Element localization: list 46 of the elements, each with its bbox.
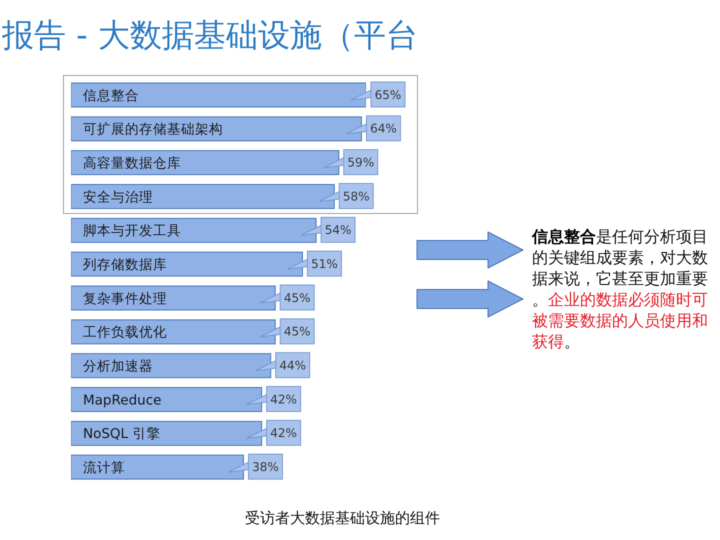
data-label: 42% bbox=[270, 392, 297, 406]
data-label: 45% bbox=[284, 290, 311, 305]
text: 获得 bbox=[532, 332, 564, 351]
data-label: 58% bbox=[342, 189, 370, 204]
data-label: 51% bbox=[311, 256, 338, 271]
text: 。 bbox=[564, 332, 580, 351]
y-tick-label: 流计算 bbox=[83, 460, 125, 476]
text: 。 bbox=[532, 290, 548, 309]
bar bbox=[71, 252, 303, 277]
data-label: 44% bbox=[279, 358, 306, 372]
data-label: 42% bbox=[270, 426, 297, 440]
data-label: 45% bbox=[284, 324, 311, 339]
y-tick-label: 安全与治理 bbox=[83, 189, 153, 206]
text: 被需要数据的人员使用和 bbox=[532, 311, 708, 330]
bar bbox=[71, 420, 262, 446]
data-label: 54% bbox=[324, 223, 352, 238]
y-tick-label: NoSQL 引擎 bbox=[83, 426, 160, 442]
y-tick-label: 信息整合 bbox=[83, 88, 139, 104]
text: 据来说，它甚至更加重要 bbox=[532, 269, 708, 288]
text: 是任何分析项目 bbox=[596, 227, 708, 246]
text: 信息整合 bbox=[532, 227, 596, 246]
data-label: 65% bbox=[374, 88, 402, 102]
data-label: 59% bbox=[347, 155, 374, 170]
bar bbox=[71, 454, 244, 480]
bar bbox=[71, 353, 272, 378]
bar bbox=[71, 184, 335, 209]
text: 的关键组成要素，对大数 bbox=[532, 248, 708, 267]
y-tick-label: 高容量数据仓库 bbox=[83, 155, 181, 172]
data-label: 64% bbox=[370, 122, 397, 136]
y-tick-label: 列存储数据库 bbox=[83, 256, 167, 273]
bar bbox=[71, 218, 317, 243]
y-tick-label: 复杂事件处理 bbox=[83, 290, 167, 307]
bar bbox=[71, 150, 340, 176]
y-tick-label: 分析加速器 bbox=[83, 358, 153, 374]
chart-title: 报告 - 大数据基础设施（平台 bbox=[2, 15, 418, 56]
text: 企业的数据必须随时可 bbox=[548, 290, 708, 309]
bar bbox=[71, 387, 262, 412]
bar bbox=[71, 319, 276, 344]
y-tick-label: 可扩展的存储基础架构 bbox=[83, 122, 223, 138]
y-tick-label: MapReduce bbox=[83, 392, 162, 408]
data-label: 38% bbox=[252, 460, 279, 474]
y-tick-label: 工作负载优化 bbox=[83, 324, 167, 341]
text: 受访者大数据基础设施的组件 bbox=[245, 509, 440, 528]
bar bbox=[71, 82, 366, 108]
y-tick-label: 脚本与开发工具 bbox=[83, 223, 181, 240]
bar bbox=[71, 286, 276, 310]
